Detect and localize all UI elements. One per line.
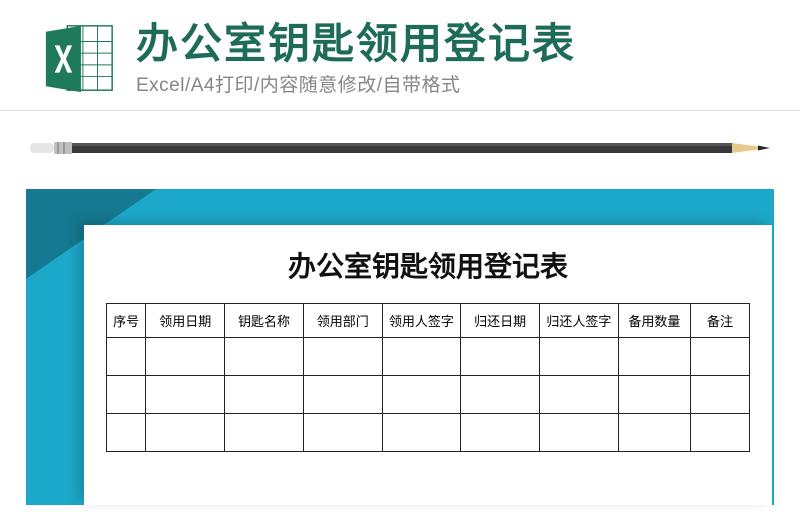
- table-cell: [690, 376, 749, 414]
- table-header-cell: 领用日期: [146, 304, 225, 338]
- table-cell: [107, 414, 146, 452]
- table-row: [107, 414, 750, 452]
- table-cell: [225, 338, 304, 376]
- preview-area: 办公室钥匙领用登记表 序号领用日期钥匙名称领用部门领用人签字归还日期归还人签字备…: [26, 175, 774, 505]
- table-row: [107, 376, 750, 414]
- table-cell: [146, 376, 225, 414]
- registration-table: 序号领用日期钥匙名称领用部门领用人签字归还日期归还人签字备用数量备注: [106, 303, 750, 452]
- table-header-cell: 领用人签字: [382, 304, 461, 338]
- table-header-cell: 归还日期: [461, 304, 540, 338]
- table-row: [107, 338, 750, 376]
- table-cell: [690, 338, 749, 376]
- table-header-cell: 备用数量: [618, 304, 690, 338]
- table-cell: [303, 414, 382, 452]
- table-cell: [618, 414, 690, 452]
- table-cell: [146, 414, 225, 452]
- table-header-cell: 钥匙名称: [225, 304, 304, 338]
- sheet-title: 办公室钥匙领用登记表: [106, 245, 750, 285]
- divider: [0, 110, 800, 111]
- table-cell: [461, 414, 540, 452]
- table-cell: [146, 338, 225, 376]
- table-cell: [382, 338, 461, 376]
- table-cell: [690, 414, 749, 452]
- table-cell: [303, 376, 382, 414]
- table-header-cell: 序号: [107, 304, 146, 338]
- table-cell: [382, 414, 461, 452]
- table-cell: [540, 338, 619, 376]
- pencil-icon: [30, 141, 790, 155]
- table-cell: [618, 376, 690, 414]
- excel-icon: [40, 20, 118, 98]
- table-header-cell: 领用部门: [303, 304, 382, 338]
- table-cell: [225, 414, 304, 452]
- table-header-cell: 归还人签字: [540, 304, 619, 338]
- table-cell: [107, 376, 146, 414]
- pencil-row: [0, 119, 800, 175]
- table-cell: [225, 376, 304, 414]
- title-block: 办公室钥匙领用登记表 Excel/A4打印/内容随意修改/自带格式: [136, 21, 576, 96]
- table-cell: [461, 338, 540, 376]
- table-cell: [303, 338, 382, 376]
- page-title: 办公室钥匙领用登记表: [136, 21, 576, 67]
- sheet: 办公室钥匙领用登记表 序号领用日期钥匙名称领用部门领用人签字归还日期归还人签字备…: [84, 225, 772, 505]
- table-cell: [107, 338, 146, 376]
- header: 办公室钥匙领用登记表 Excel/A4打印/内容随意修改/自带格式: [0, 0, 800, 110]
- page-subtitle: Excel/A4打印/内容随意修改/自带格式: [136, 70, 576, 97]
- table-cell: [618, 338, 690, 376]
- table-cell: [540, 414, 619, 452]
- table-cell: [382, 376, 461, 414]
- table-cell: [461, 376, 540, 414]
- table-cell: [540, 376, 619, 414]
- table-header-cell: 备注: [690, 304, 749, 338]
